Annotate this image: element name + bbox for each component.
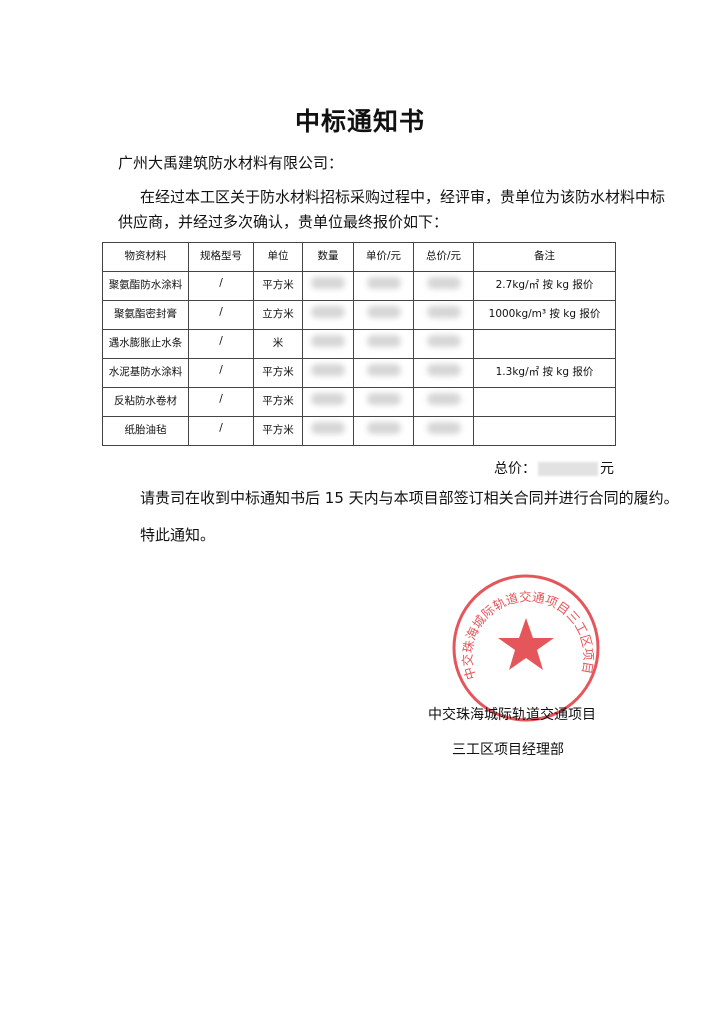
- table-row: 聚氨酯密封膏 / 立方米 1000kg/m³ 按 kg 报价: [102, 300, 616, 330]
- unit-price-cell: [353, 387, 414, 417]
- quote-table: 物资材料 规格型号 单位 数量 单价/元 总价/元 备注 聚氨酯防水涂料 / 平方米 2.7kg/…: [102, 242, 616, 446]
- redacted-value: [366, 277, 401, 289]
- paragraph-line: 在经过本工区关于防水材料招标采购过程中，经评审，贵单位为该防水材料中标: [140, 188, 666, 206]
- spec-cell: /: [188, 387, 254, 417]
- redacted-value: [426, 393, 461, 405]
- table-row: 反粘防水卷材 / 平方米: [102, 387, 616, 417]
- unit-price-cell: [353, 358, 414, 388]
- signature-line-2: 三工区项目经理部: [452, 742, 564, 758]
- material-cell: 聚氨酯密封膏: [102, 300, 189, 330]
- redacted-value: [311, 364, 345, 376]
- unit-price-cell: [353, 271, 414, 301]
- total-price-cell: [413, 329, 474, 359]
- addressee: 广州大禹建筑防水材料有限公司：: [118, 154, 344, 172]
- redacted-value: [311, 335, 345, 347]
- redacted-value: [426, 422, 461, 434]
- unit-cell: 平方米: [253, 416, 303, 446]
- redacted-value: [366, 306, 401, 318]
- paragraph: 特此通知。: [140, 526, 216, 544]
- column-header: 规格型号: [188, 242, 254, 272]
- redacted-value: [366, 422, 401, 434]
- quantity-cell: [302, 300, 354, 330]
- redacted-value: [426, 306, 461, 318]
- quantity-cell: [302, 271, 354, 301]
- material-cell: 纸胎油毡: [102, 416, 189, 446]
- unit-cell: 立方米: [253, 300, 303, 330]
- quantity-cell: [302, 416, 354, 446]
- column-header: 单价/元: [353, 242, 414, 272]
- table-row: 水泥基防水涂料 / 平方米 1.3kg/㎡ 按 kg 报价: [102, 358, 616, 388]
- star-icon: [498, 618, 554, 670]
- total-price-cell: [413, 358, 474, 388]
- spec-cell: /: [188, 271, 254, 301]
- redacted-value: [426, 364, 461, 376]
- table-row: 纸胎油毡 / 平方米: [102, 416, 616, 446]
- signature-line-1: 中交珠海城际轨道交通项目: [428, 707, 596, 723]
- quantity-cell: [302, 358, 354, 388]
- spec-cell: /: [188, 358, 254, 388]
- unit-cell: 平方米: [253, 387, 303, 417]
- note-cell: [473, 329, 616, 359]
- spec-cell: /: [188, 416, 254, 446]
- note-cell: [473, 416, 616, 446]
- document-title: 中标通知书: [294, 107, 425, 136]
- note-cell: 1.3kg/㎡ 按 kg 报价: [473, 358, 616, 388]
- note-cell: 2.7kg/㎡ 按 kg 报价: [473, 271, 616, 301]
- total-currency: 元: [600, 461, 614, 477]
- paragraph-line: 供应商，并经过多次确认，贵单位最终报价如下：: [118, 213, 449, 231]
- material-cell: 反粘防水卷材: [102, 387, 189, 417]
- redacted-value: [366, 393, 401, 405]
- material-cell: 遇水膨胀止水条: [102, 329, 189, 359]
- redacted-value: [366, 335, 401, 347]
- redacted-value: [311, 393, 345, 405]
- redacted-value: [366, 364, 401, 376]
- table-row: 遇水膨胀止水条 / 米: [102, 329, 616, 359]
- spec-cell: /: [188, 300, 254, 330]
- redacted-value: [311, 277, 345, 289]
- quantity-cell: [302, 329, 354, 359]
- column-header: 总价/元: [413, 242, 474, 272]
- redacted-value: [311, 306, 345, 318]
- unit-price-cell: [353, 300, 414, 330]
- material-cell: 水泥基防水涂料: [102, 358, 189, 388]
- column-header: 物资材料: [102, 242, 189, 272]
- unit-price-cell: [353, 329, 414, 359]
- redacted-value: [311, 422, 345, 434]
- redacted-value: [538, 462, 598, 476]
- redacted-value: [426, 277, 461, 289]
- unit-cell: 米: [253, 329, 303, 359]
- quantity-cell: [302, 387, 354, 417]
- column-header: 备注: [473, 242, 616, 272]
- unit-price-cell: [353, 416, 414, 446]
- total-label: 总价：: [494, 461, 536, 477]
- total-price-cell: [413, 416, 474, 446]
- material-cell: 聚氨酯防水涂料: [102, 271, 189, 301]
- paragraph: 请贵司在收到中标通知书后 15 天内与本项目部签订相关合同并进行合同的履约。: [140, 489, 679, 507]
- spec-cell: /: [188, 329, 254, 359]
- note-cell: 1000kg/m³ 按 kg 报价: [473, 300, 616, 330]
- column-header: 数量: [302, 242, 354, 272]
- unit-cell: 平方米: [253, 271, 303, 301]
- total-price-cell: [413, 300, 474, 330]
- note-cell: [473, 387, 616, 417]
- total-price: 总价： 元: [494, 458, 614, 478]
- total-price-cell: [413, 271, 474, 301]
- unit-cell: 平方米: [253, 358, 303, 388]
- column-header: 单位: [253, 242, 303, 272]
- total-price-cell: [413, 387, 474, 417]
- redacted-value: [426, 335, 461, 347]
- table-row: 聚氨酯防水涂料 / 平方米 2.7kg/㎡ 按 kg 报价: [102, 271, 616, 301]
- table-header-row: 物资材料 规格型号 单位 数量 单价/元 总价/元 备注: [102, 242, 616, 272]
